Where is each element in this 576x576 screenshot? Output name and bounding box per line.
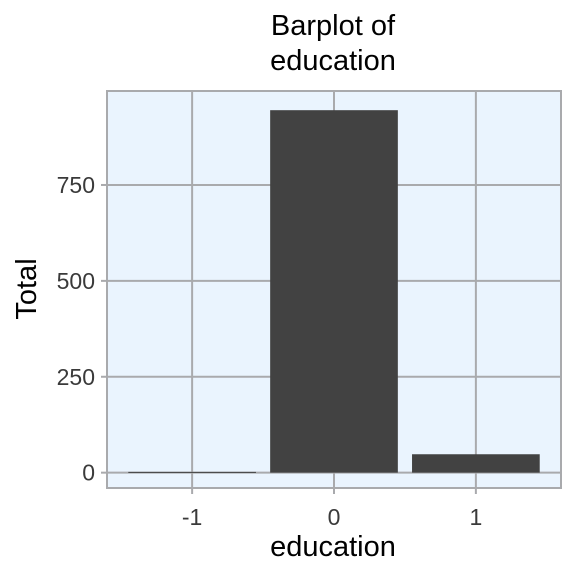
bars — [128, 110, 540, 473]
chart-title-line-2: education — [270, 45, 396, 77]
bar-1 — [412, 454, 540, 473]
bar-0 — [270, 110, 398, 473]
x-axis-title: education — [270, 531, 396, 563]
chart-title-line-1: Barplot of — [271, 10, 396, 42]
x-axis: -1 0 1 — [182, 488, 482, 530]
x-tick-label: 0 — [328, 504, 341, 530]
y-tick-label: 0 — [82, 460, 95, 486]
bar--1 — [128, 471, 256, 473]
y-tick-label: 500 — [57, 268, 95, 294]
y-tick-label: 750 — [57, 172, 95, 198]
x-tick-label: -1 — [182, 504, 202, 530]
y-axis-title: Total — [11, 258, 43, 319]
x-tick-label: 1 — [469, 504, 482, 530]
y-tick-label: 250 — [57, 364, 95, 390]
y-axis: 0 250 500 750 — [57, 172, 107, 486]
